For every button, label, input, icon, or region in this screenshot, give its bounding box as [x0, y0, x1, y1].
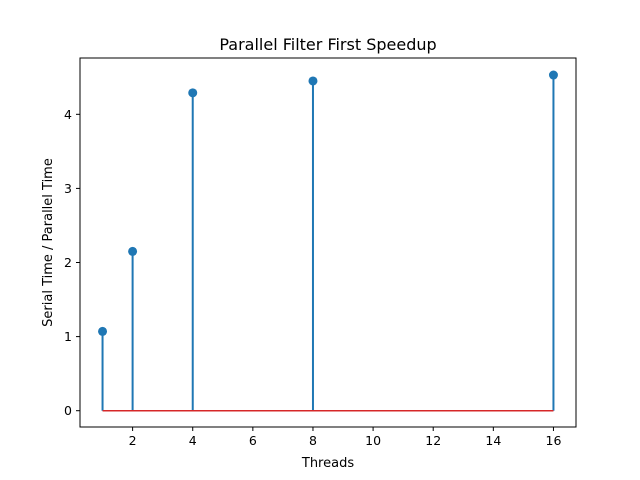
- axes-frame: [79, 57, 577, 428]
- y-axis-label: Serial Time / Parallel Time: [41, 158, 56, 327]
- y-tick-label: 4: [64, 107, 72, 122]
- y-tick-label: 0: [64, 403, 72, 418]
- x-tick-label: 8: [309, 433, 317, 448]
- stem-marker: [98, 326, 108, 336]
- stem-marker: [548, 70, 558, 80]
- x-tick-label: 10: [365, 433, 381, 448]
- x-tick-label: 2: [129, 433, 137, 448]
- stem-marker: [308, 76, 318, 86]
- plot-area: [98, 70, 558, 412]
- x-axis-label: Threads: [301, 456, 354, 471]
- y-tick-label: 3: [64, 181, 72, 196]
- x-tick-label: 4: [189, 433, 197, 448]
- x-tick-label: 14: [485, 433, 501, 448]
- stem-marker: [128, 246, 138, 256]
- stem-marker: [188, 88, 198, 98]
- y-axis-ticks: 0 1 2 3 4: [64, 107, 80, 418]
- x-tick-label: 12: [425, 433, 441, 448]
- chart-title: Parallel Filter First Speedup: [219, 35, 436, 54]
- y-tick-label: 1: [64, 329, 72, 344]
- x-tick-label: 6: [249, 433, 257, 448]
- y-tick-label: 2: [64, 255, 72, 270]
- x-axis-ticks: 2 4 6 8 10 12 14 16: [129, 427, 562, 448]
- x-tick-label: 16: [546, 433, 562, 448]
